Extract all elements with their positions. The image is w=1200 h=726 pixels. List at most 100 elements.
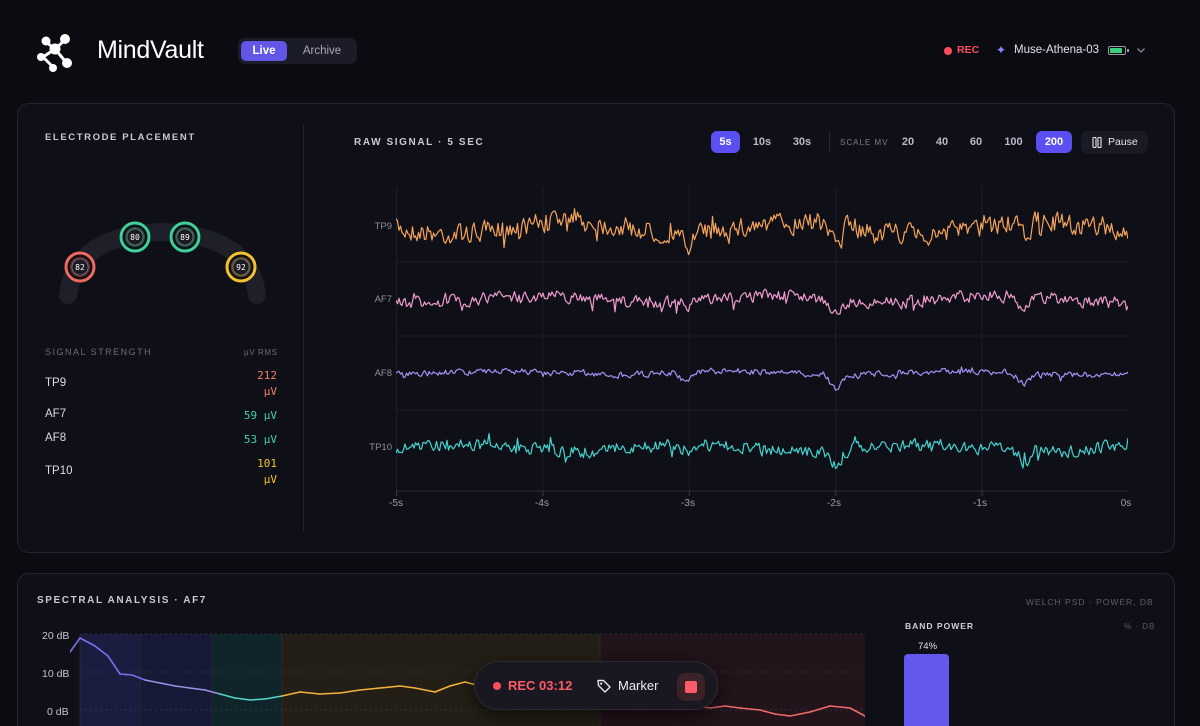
raw-signal-plot [396,186,1128,496]
signal-trace-tp10 [396,433,1128,470]
electrode-node-af7[interactable]: 80 [119,221,151,253]
psd-curve-segment [264,695,283,700]
signal-value: 53 µV [244,432,277,448]
psd-curve-segment [281,691,301,697]
psd-curve-segment [249,698,266,701]
psd-curve-segment [399,685,416,689]
battery-nub [1127,49,1129,52]
signal-row-af8: AF8 53 µV [45,432,277,448]
band-power-unit: % · DB [1124,622,1156,631]
chevron-down-icon[interactable] [1136,45,1146,55]
panel-divider [303,124,304,532]
battery-icon [1108,46,1129,55]
psd-curve-segment [774,713,791,717]
window-5s-button[interactable]: 5s [711,131,740,153]
live-mode-button[interactable]: Live [241,41,287,61]
psd-curve-segment [724,705,741,709]
channel-label-tp10: TP10 [369,442,392,453]
psd-curve-segment [144,679,161,684]
psd-curve-segment [789,711,811,717]
band-power-bar [904,654,949,726]
window-30s-button[interactable]: 30s [792,136,812,148]
signal-value-unit: µV [263,473,277,486]
x-tick-label: -3s [681,498,695,509]
app-title: MindVault [97,36,204,64]
psd-curve-segment [449,681,466,687]
x-tick-label: -2s [827,498,841,509]
stop-recording-button[interactable] [677,673,705,701]
band-power-title: BAND POWER [905,621,975,631]
psd-curve-segment [414,687,436,693]
channel-name: AF8 [45,432,67,444]
recording-control-bar: REC 03:12 Marker [474,661,718,710]
pause-button[interactable]: Pause [1081,131,1148,154]
archive-mode-button[interactable]: Archive [302,45,342,57]
molecule-logo-icon[interactable] [35,31,77,73]
scale-60-button[interactable]: 60 [969,136,983,148]
signal-row-tp9: TP9 212 µV [45,368,277,402]
x-tick-label: -5s [389,498,403,509]
signal-value-unit: µV [263,433,277,446]
psd-curve-segment [119,673,133,676]
scale-200-button[interactable]: 200 [1036,131,1072,153]
window-10s-button[interactable]: 10s [752,136,772,148]
y-tick-label: 20 dB [42,630,70,642]
y-tick-label: 10 dB [42,668,70,680]
pause-label: Pause [1108,136,1138,148]
x-tick-label: -1s [973,498,987,509]
scale-40-button[interactable]: 40 [935,136,949,148]
app-header: MindVault Live Archive REC ✦ Muse-Athena… [0,0,1200,100]
signal-value-number: 212 [257,369,277,382]
x-tick-label: -4s [535,498,549,509]
device-name[interactable]: Muse-Athena-03 [1014,44,1100,56]
electrode-node-tp9[interactable]: 82 [64,251,96,283]
stop-icon [685,681,697,693]
toolbar-separator [829,131,830,153]
psd-curve-segment [189,687,206,691]
signal-value: 59 µV [244,408,277,424]
signal-value-number: 59 [243,409,258,422]
spectral-subtitle: WELCH PSD · POWER, DB [1026,597,1154,607]
electrode-value: 82 [75,263,85,272]
psd-curve-segment [359,687,381,691]
frequency-band-region [80,634,140,726]
psd-curve-segment [319,692,341,695]
psd-curve-segment [759,709,776,715]
electrode-node-tp10[interactable]: 92 [225,251,257,283]
recording-timer: REC 03:12 [508,678,573,693]
mode-toggle: Live Archive [238,38,357,64]
psd-curve-segment [299,691,321,695]
signal-strength-unit: µV RMS [244,348,278,357]
psd-curve-segment [94,645,109,657]
spectral-analysis-title: SPECTRAL ANALYSIS · AF7 [37,595,207,606]
psd-curve-segment [234,697,251,701]
signal-row-af7: AF7 59 µV [45,408,277,424]
signal-trace-tp9 [396,208,1128,256]
signal-strength-title: SIGNAL STRENGTH [45,347,153,357]
scale-20-button[interactable]: 20 [901,136,915,148]
spectral-density-plot [70,633,865,726]
psd-curve-segment [809,705,831,713]
psd-curve-segment [219,693,236,699]
y-tick-label: 0 dB [47,706,69,718]
signal-trace-af7 [396,288,1128,315]
signal-row-tp10: TP10 101 µV [45,456,277,490]
psd-curve-segment [849,707,865,717]
psd-curve-segment [434,685,451,693]
electrode-placement-diagram: 82 80 89 92 [59,221,266,304]
electrode-node-af8[interactable]: 89 [169,221,201,253]
channel-name: TP9 [45,377,67,389]
channel-name: TP10 [45,465,73,477]
scale-100-button[interactable]: 100 [1004,136,1023,148]
psd-curve-segment [131,674,146,681]
add-marker-button[interactable]: Marker [618,678,659,693]
battery-level-fill [1110,48,1122,53]
frequency-band-region [212,634,282,726]
psd-curve-segment [709,705,726,709]
sparkle-icon: ✦ [996,43,1007,57]
frequency-band-region [140,634,212,726]
psd-curve-segment [739,707,761,711]
psd-curve-segment [204,689,221,695]
x-tick-label: 0s [1120,498,1132,509]
tag-icon[interactable] [596,678,612,694]
